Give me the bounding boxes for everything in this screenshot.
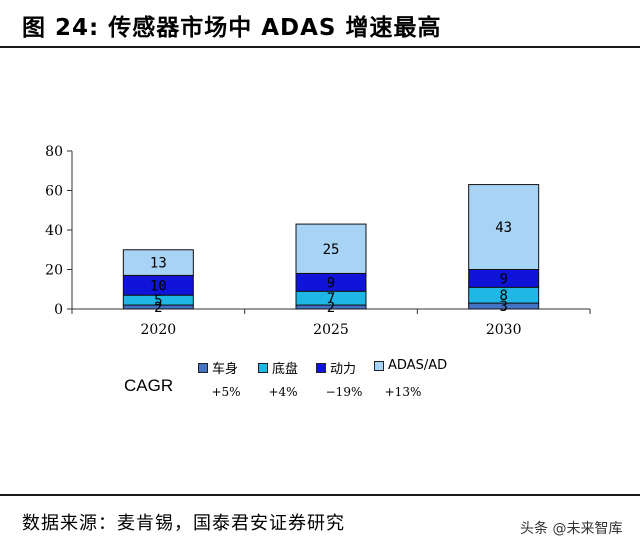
watermark: 头条 @未来智库 [520, 521, 623, 537]
y-tick-label: 0 [54, 302, 63, 318]
bottom-rule [0, 494, 640, 496]
bar-segment [122, 249, 194, 276]
legend-label-chassis: 底盘 [272, 362, 299, 377]
bar-segment [295, 223, 367, 274]
cagr-value-body: +5% [211, 385, 241, 399]
cagr-value-powertrain: −19% [325, 385, 363, 399]
bar-data-label: 10 [150, 278, 167, 294]
source-note: 数据来源：麦肯锡，国泰君安证券研究 [22, 513, 345, 534]
y-tick-label: 40 [45, 223, 63, 239]
bar-data-label: 7 [327, 291, 335, 307]
bar-data-label: 13 [150, 256, 167, 272]
legend-item-chassis: 底盘 [258, 358, 298, 377]
bar-data-label: 9 [499, 271, 507, 287]
cagr-value-chassis: +4% [268, 385, 298, 399]
legend-label-powertrain: 动力 [330, 362, 357, 377]
x-tick-label: 2030 [486, 322, 522, 338]
legend-swatch-chassis [258, 362, 268, 373]
bar-data-label: 43 [495, 220, 512, 236]
bar-data-label: 5 [154, 293, 162, 309]
chart-bars [122, 184, 540, 310]
top-rule [0, 46, 640, 48]
bar-data-label: 9 [327, 275, 335, 291]
x-tick-label: 2025 [313, 322, 349, 338]
bar-data-label: 3 [499, 299, 507, 315]
bar-segment [468, 184, 540, 270]
cagr-value-adas: +13% [384, 385, 422, 399]
legend-item-adas: ADAS/AD [374, 358, 447, 373]
bar-data-label: 2 [154, 300, 162, 316]
legend-swatch-body [198, 362, 208, 373]
y-tick-label: 20 [45, 263, 63, 279]
legend-swatch-powertrain [316, 362, 326, 373]
legend-item-powertrain: 动力 [316, 358, 356, 377]
y-tick-label: 60 [45, 184, 63, 200]
cagr-label: CAGR [124, 376, 174, 395]
bar-data-label: 25 [323, 242, 340, 258]
legend-item-body: 车身 [198, 358, 238, 377]
legend-label-body: 车身 [212, 362, 239, 377]
y-tick-label: 80 [45, 144, 63, 160]
figure-title: 图 24: 传感器市场中 ADAS 增速最高 [22, 15, 442, 41]
legend-swatch-adas [374, 360, 384, 371]
legend-label-adas: ADAS/AD [388, 358, 448, 373]
x-tick-label: 2020 [141, 322, 177, 338]
bar-data-label: 2 [327, 300, 335, 316]
bar-data-label: 8 [499, 288, 507, 304]
